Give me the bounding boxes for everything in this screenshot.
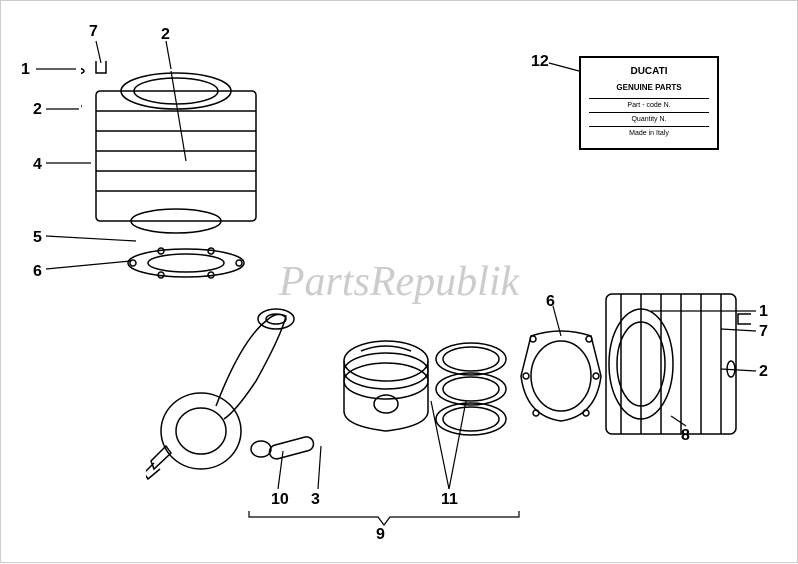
parts-label-field: Part - code N. <box>589 98 709 112</box>
callout-number: 2 <box>33 101 42 119</box>
parts-label-field: Made in Italy <box>589 126 709 140</box>
callout-number: 2 <box>759 363 768 381</box>
callout-number: 8 <box>681 427 690 445</box>
callout-number: 3 <box>311 491 320 509</box>
callout-number: 6 <box>33 263 42 281</box>
callout-number: 9 <box>376 526 385 544</box>
callout-number: 1 <box>21 61 30 79</box>
parts-label-box: DUCATI GENUINE PARTS Part - code N. Quan… <box>579 56 719 150</box>
piston-rings <box>431 341 511 441</box>
callout-number: 2 <box>161 26 170 44</box>
callout-number: 12 <box>531 53 549 71</box>
cylinder-gasket-top <box>121 246 251 281</box>
parts-label-subtitle: GENUINE PARTS <box>589 83 709 92</box>
diagram-container: PartsRepublik <box>1 1 797 562</box>
callout-number: 7 <box>89 23 98 41</box>
callout-number: 5 <box>33 229 42 247</box>
callout-number: 7 <box>759 323 768 341</box>
callout-number: 11 <box>441 491 458 509</box>
crankshaft-conrod <box>146 291 336 491</box>
parts-label-field: Quantity N. <box>589 112 709 126</box>
cylinder-horizontal <box>596 279 751 449</box>
callout-number: 1 <box>759 303 768 321</box>
parts-label-brand: DUCATI <box>589 66 709 77</box>
cylinder-vertical <box>81 61 271 261</box>
piston <box>336 336 436 456</box>
callout-number: 10 <box>271 491 289 509</box>
callout-number: 6 <box>546 293 555 311</box>
callout-number: 4 <box>33 156 42 174</box>
